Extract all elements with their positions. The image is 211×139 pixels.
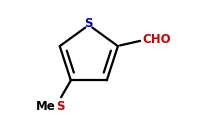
Text: S: S: [56, 100, 65, 113]
Text: CHO: CHO: [142, 33, 171, 46]
Text: S: S: [85, 17, 93, 30]
Text: Me: Me: [36, 100, 55, 113]
